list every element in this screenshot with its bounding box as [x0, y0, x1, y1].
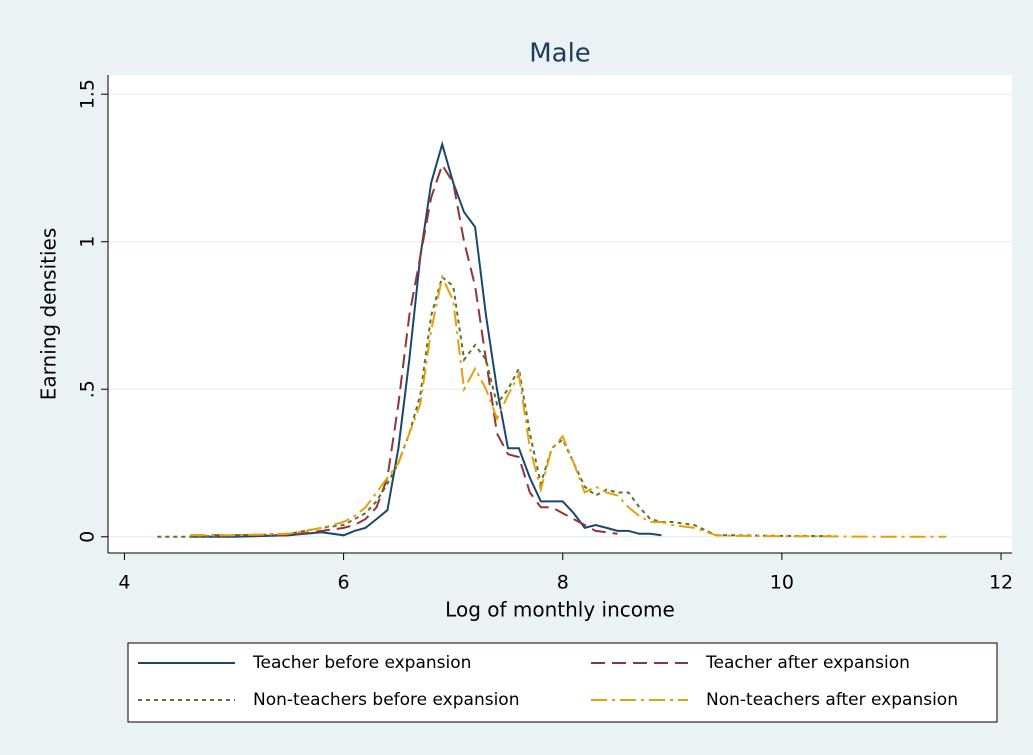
x-tick-label: 10: [770, 572, 794, 594]
series-line: [190, 273, 947, 538]
x-tick-label: 12: [989, 572, 1013, 594]
x-tick-label: 6: [338, 572, 350, 594]
legend-label: Non-teachers after expansion: [706, 690, 958, 710]
y-tick-label: 0: [77, 531, 99, 543]
series-line: [190, 162, 618, 537]
x-tick-label: 8: [557, 572, 569, 594]
series-line: [157, 275, 837, 538]
y-axis-label: Earning densities: [37, 228, 61, 401]
chart-title: Male: [529, 39, 591, 69]
series-line: [190, 140, 662, 538]
legend-label: Teacher before expansion: [252, 653, 471, 673]
x-tick-label: 4: [118, 572, 130, 594]
x-axis-label: Log of monthly income: [445, 598, 675, 622]
plot-area: [108, 75, 1012, 553]
legend-label: Teacher after expansion: [705, 653, 910, 673]
y-tick-label: 1: [77, 236, 99, 248]
y-tick-label: 1.5: [77, 79, 99, 109]
y-tick-label: .5: [77, 380, 99, 398]
legend-label: Non-teachers before expansion: [253, 690, 519, 710]
legend: [127, 642, 998, 723]
